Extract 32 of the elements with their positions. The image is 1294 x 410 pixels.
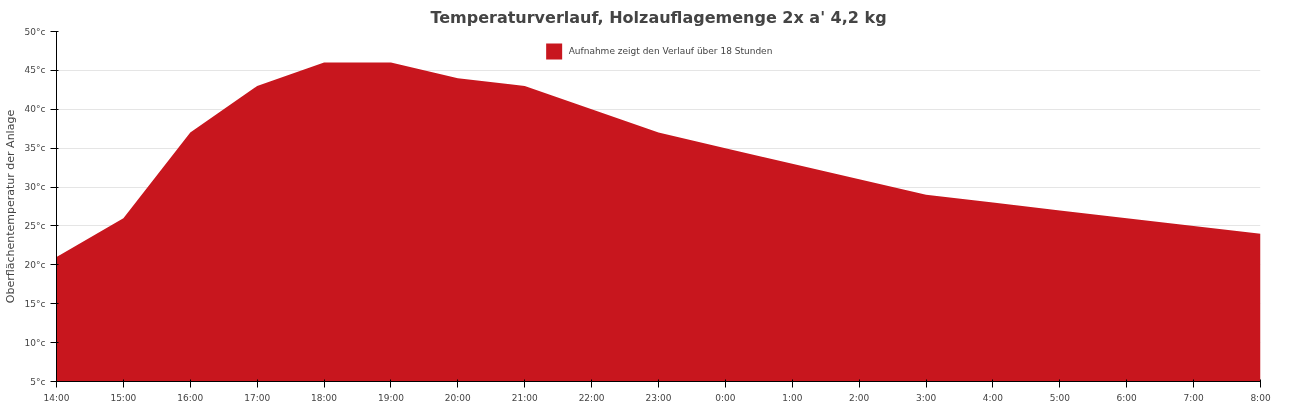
x-tick-label: 20:00 — [444, 392, 472, 403]
x-tick-label: 8:00 — [1250, 392, 1271, 403]
x-tick-label: 22:00 — [578, 392, 605, 403]
x-tick-label: 21:00 — [511, 392, 538, 403]
y-tick-label: 25°c — [24, 220, 46, 231]
x-tick-label: 1:00 — [782, 392, 803, 403]
x-tick-label: 23:00 — [645, 392, 672, 403]
x-tick-label: 17:00 — [244, 392, 271, 403]
y-tick-label: 10°c — [24, 337, 46, 348]
x-tick-label: 7:00 — [1183, 392, 1204, 403]
x-tick-label: 5:00 — [1049, 392, 1071, 403]
x-tick-label: 4:00 — [982, 392, 1004, 403]
y-tick-label: 45°c — [24, 65, 46, 76]
x-tick-label: 0:00 — [715, 392, 736, 403]
y-tick-label: 5°c — [30, 376, 46, 387]
y-tick-label: 30°c — [24, 182, 46, 193]
x-tick-label: 16:00 — [177, 392, 204, 403]
y-tick-label: 15°c — [24, 298, 46, 309]
legend-label: Aufnahme zeigt den Verlauf über 18 Stunden — [568, 46, 773, 56]
y-tick-label: 20°c — [24, 259, 46, 270]
x-tick-label: 6:00 — [1116, 392, 1138, 403]
y-tick-label: 40°c — [24, 104, 46, 115]
y-axis-title: Oberflächentemperatur der Anlage — [3, 109, 17, 304]
x-tick-label: 15:00 — [110, 392, 137, 403]
x-tick-label: 19:00 — [377, 392, 405, 403]
x-tick-label: 14:00 — [43, 392, 70, 403]
y-tick-label: 50°c — [24, 26, 46, 37]
x-tick-label: 3:00 — [915, 392, 937, 403]
x-tick-label: 18:00 — [311, 392, 338, 403]
y-tick-label: 35°c — [24, 143, 46, 154]
x-tick-label: 2:00 — [849, 392, 870, 403]
chart-title: Temperaturverlauf, Holzauflagemenge 2x a' 4,2 kg — [430, 7, 887, 27]
